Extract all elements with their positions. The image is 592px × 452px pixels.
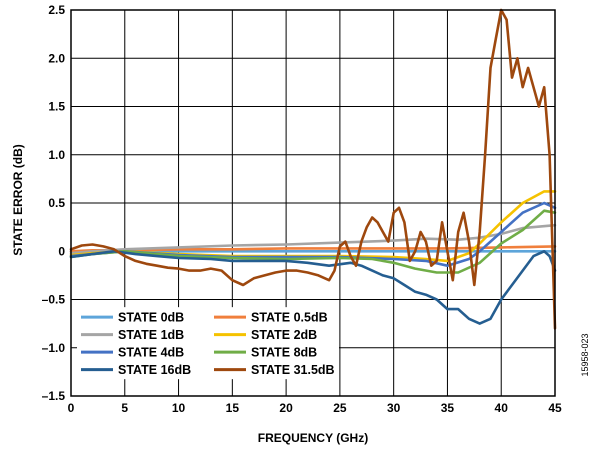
series-line-state-31-5db (69, 8, 557, 330)
x-tick-label: 10 (172, 401, 186, 415)
series-line-state-16db (69, 250, 557, 325)
series-line-state-8db (69, 209, 557, 274)
x-tick-label: 20 (279, 401, 293, 415)
x-axis-label: FREQUENCY (GHz) (258, 431, 368, 445)
x-tick-label: 40 (495, 401, 509, 415)
y-tick-label: 0.5 (48, 196, 65, 210)
legend-label: STATE 2dB (251, 328, 317, 342)
x-tick-label: 35 (441, 401, 455, 415)
figure-id: 15958-023 (580, 333, 590, 376)
legend-label: STATE 31.5dB (251, 363, 335, 377)
y-tick-label: 1.5 (48, 100, 65, 114)
legend: STATE 0dB STATE 0.5dB STATE 1dB STATE 2dB ST… (77, 307, 339, 380)
axes: 0 5 10 15 20 25 30 35 40 45 –1.5 –1.0 –0.5 0 0.5 1.0 1.5… (42, 3, 562, 415)
legend-label: STATE 8dB (251, 346, 317, 360)
y-tick-label: –1.5 (42, 389, 66, 403)
legend-label: STATE 1dB (118, 328, 184, 342)
x-tick-label: 0 (68, 401, 75, 415)
legend-label: STATE 16dB (118, 363, 191, 377)
legend-label: STATE 0dB (118, 311, 184, 325)
x-tick-label: 5 (121, 401, 128, 415)
series-line-state-4db (69, 201, 557, 268)
y-tick-label: 0 (58, 244, 65, 258)
series-lines (69, 8, 557, 330)
x-tick-label: 45 (548, 401, 562, 415)
y-tick-label: 2.5 (48, 3, 65, 17)
legend-box (77, 307, 339, 380)
x-tick-label: 15 (226, 401, 240, 415)
y-tick-label: –0.5 (42, 293, 66, 307)
x-tick-label: 25 (333, 401, 347, 415)
x-tick-label: 30 (387, 401, 401, 415)
plot-border (70, 9, 556, 397)
y-tick-label: 2.0 (48, 51, 65, 65)
legend-label: STATE 0.5dB (251, 311, 328, 325)
y-tick-label: –1.0 (42, 341, 66, 355)
y-axis-label: STATE ERROR (dB) (11, 144, 25, 256)
plot-frame (70, 9, 556, 397)
y-tick-label: 1.0 (48, 148, 65, 162)
legend-label: STATE 4dB (118, 346, 184, 360)
